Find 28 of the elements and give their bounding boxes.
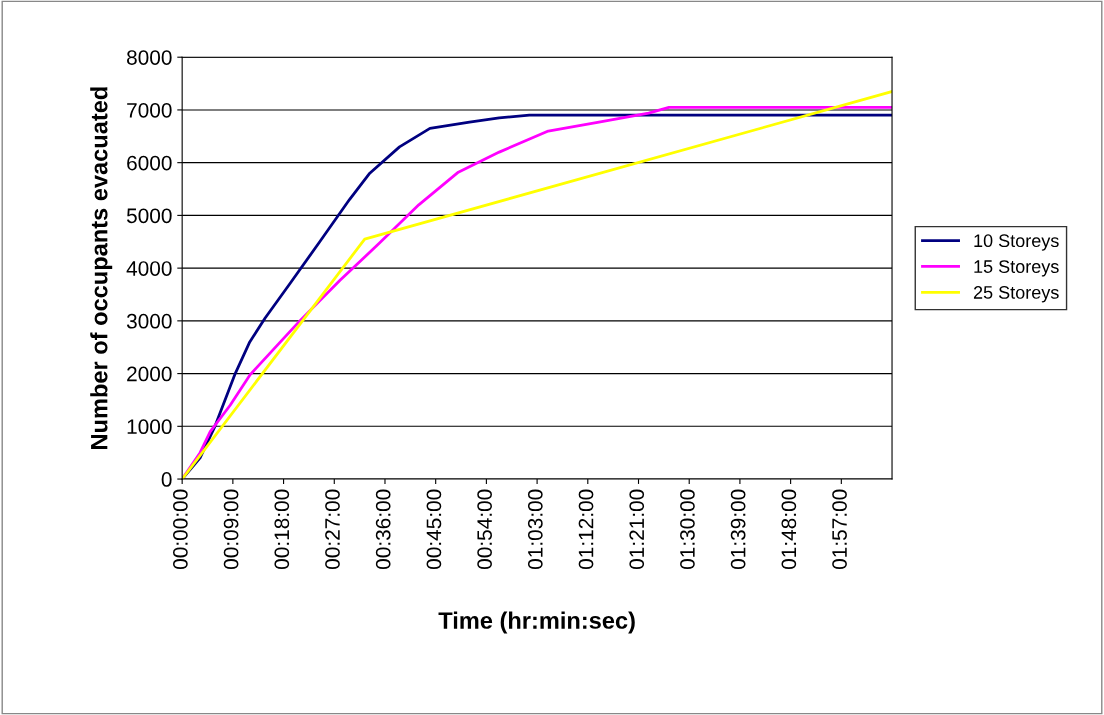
x-tick-label: 00:18:00 (274, 489, 290, 570)
legend-label: 10 Storeys (974, 234, 1059, 251)
y-tick-label: 5000 (126, 208, 172, 224)
x-tick-label: 00:09:00 (223, 489, 239, 570)
x-tick-label: 01:57:00 (832, 489, 847, 570)
x-tick-label: 00:36:00 (375, 489, 391, 570)
y-tick-label: 6000 (127, 155, 172, 171)
x-tick-label: 01:30:00 (680, 489, 695, 570)
x-tick-label: 00:54:00 (477, 489, 492, 570)
legend-label: 15 Storeys (974, 260, 1059, 277)
y-tick-label: 2000 (127, 366, 172, 382)
x-tick-label: 00:27:00 (325, 489, 340, 570)
y-tick-label: 8000 (127, 50, 172, 65)
x-tick-label: 01:03:00 (527, 489, 543, 570)
x-axis-title: Time (hr:min:sec) (438, 611, 635, 634)
y-axis-title: Number of occupants evacuated (90, 87, 113, 449)
y-tick-label: 3000 (126, 313, 172, 329)
x-tick-label: 00:00:00 (173, 489, 188, 570)
x-tick-label: 01:39:00 (730, 489, 746, 570)
y-tick-label: 7000 (127, 102, 172, 118)
x-tick-label: 01:48:00 (781, 489, 797, 570)
x-tick-label: 00:45:00 (426, 489, 442, 570)
y-tick-label: 0 (161, 472, 172, 487)
x-tick-label: 01:12:00 (578, 489, 594, 570)
x-tick-label: 01:21:00 (629, 489, 645, 570)
legend-label: 25 Storeys (973, 286, 1059, 303)
y-tick-label: 4000 (126, 261, 172, 276)
y-tick-label: 1000 (127, 419, 172, 435)
